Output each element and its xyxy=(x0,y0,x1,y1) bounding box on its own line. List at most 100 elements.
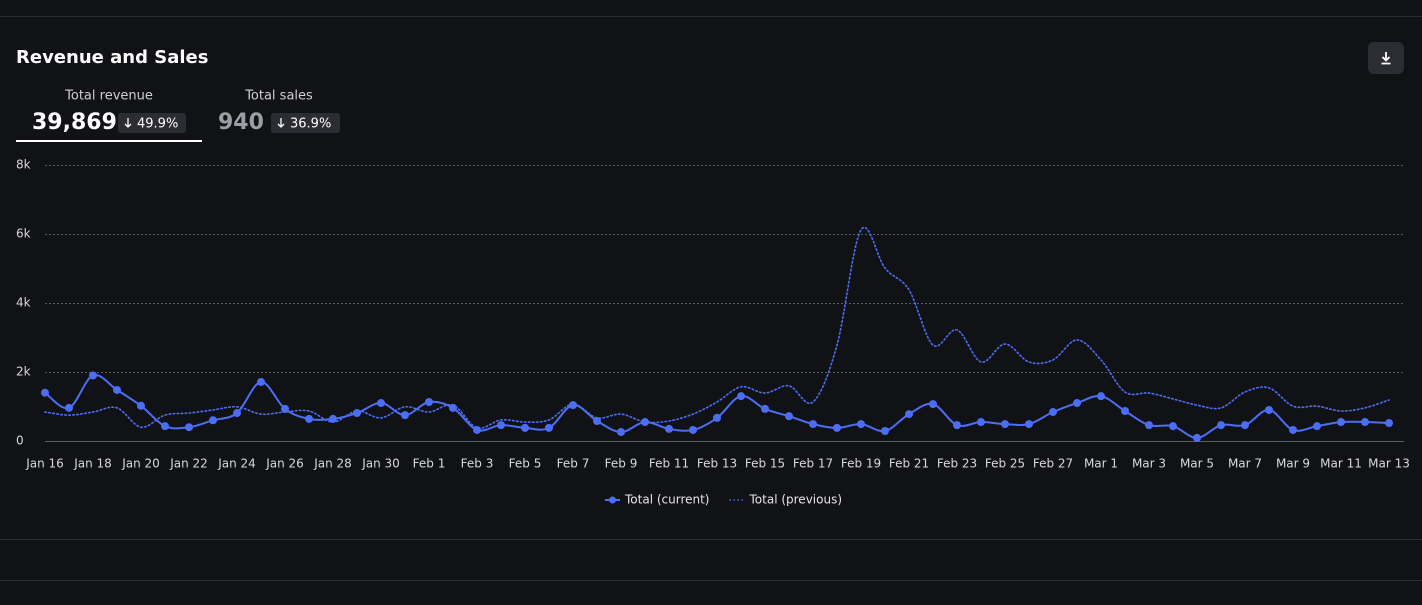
y-tick-label: 0 xyxy=(16,434,24,448)
data-point xyxy=(1073,399,1081,408)
data-point xyxy=(1385,419,1393,428)
x-tick-label: Jan 22 xyxy=(169,457,208,471)
x-tick-label: Feb 13 xyxy=(697,457,737,471)
data-point xyxy=(929,400,937,409)
metric-value: 940 xyxy=(218,110,264,135)
x-tick-label: Jan 24 xyxy=(217,457,256,471)
x-tick-label: Jan 28 xyxy=(313,457,352,471)
panel-title: Revenue and Sales xyxy=(16,47,208,68)
data-point xyxy=(497,421,505,430)
data-point xyxy=(569,401,577,410)
x-tick-label: Feb 15 xyxy=(745,457,785,471)
y-tick-label: 2k xyxy=(16,365,31,379)
x-tick-label: Jan 30 xyxy=(361,457,400,471)
x-tick-label: Mar 5 xyxy=(1180,457,1214,471)
data-point xyxy=(1313,422,1321,431)
metric-tab[interactable]: Total sales 940 36.9% xyxy=(218,89,340,136)
data-point xyxy=(353,409,361,418)
data-point xyxy=(89,371,97,380)
data-point xyxy=(617,428,625,437)
data-point xyxy=(1097,392,1105,401)
metric-value: 39,869 xyxy=(32,110,117,135)
data-point xyxy=(1265,405,1273,414)
x-tick-label: Feb 27 xyxy=(1033,457,1073,471)
data-point xyxy=(401,411,409,420)
metric-tab[interactable]: Total revenue 39,869 49.9% xyxy=(16,89,202,143)
data-point xyxy=(1217,421,1225,430)
x-tick-label: Feb 17 xyxy=(793,457,833,471)
x-tick-label: Jan 20 xyxy=(121,457,160,471)
data-point xyxy=(1337,418,1345,427)
x-tick-label: Jan 26 xyxy=(265,457,304,471)
data-point xyxy=(761,404,769,413)
data-point xyxy=(857,420,865,429)
data-point xyxy=(185,423,193,432)
data-point xyxy=(137,401,145,410)
legend-swatch xyxy=(609,496,616,504)
data-point xyxy=(377,399,385,408)
legend-label: Total (current) xyxy=(624,493,710,507)
x-tick-label: Feb 23 xyxy=(937,457,977,471)
x-tick-label: Feb 7 xyxy=(557,457,590,471)
data-point xyxy=(905,410,913,419)
data-point xyxy=(593,416,601,425)
data-point xyxy=(1361,418,1369,427)
x-tick-label: Mar 1 xyxy=(1084,457,1118,471)
data-point xyxy=(545,423,553,432)
data-point xyxy=(1121,406,1129,415)
y-tick-label: 6k xyxy=(16,227,31,241)
x-tick-label: Feb 21 xyxy=(889,457,929,471)
y-tick-label: 4k xyxy=(16,296,31,310)
data-point xyxy=(785,412,793,421)
data-point xyxy=(449,403,457,412)
data-point xyxy=(209,416,217,425)
data-point xyxy=(1001,420,1009,429)
legend-label: Total (previous) xyxy=(749,493,843,507)
data-point xyxy=(1241,421,1249,430)
x-tick-label: Feb 5 xyxy=(509,457,542,471)
x-tick-label: Mar 13 xyxy=(1368,457,1410,471)
data-point xyxy=(809,420,817,429)
data-point xyxy=(1145,421,1153,430)
x-tick-label: Feb 1 xyxy=(413,457,446,471)
data-point xyxy=(425,398,433,407)
data-point xyxy=(41,388,49,397)
x-tick-label: Feb 25 xyxy=(985,457,1025,471)
metric-change: 36.9% xyxy=(290,117,331,132)
x-tick-label: Feb 11 xyxy=(649,457,689,471)
data-point xyxy=(1193,433,1201,442)
data-point xyxy=(977,418,985,427)
data-point xyxy=(833,423,841,432)
data-point xyxy=(1025,420,1033,429)
data-point xyxy=(113,385,121,394)
data-point xyxy=(329,414,337,423)
metric-label: Total sales xyxy=(244,89,313,104)
data-point xyxy=(65,403,73,412)
metric-label: Total revenue xyxy=(64,89,153,104)
data-point xyxy=(953,421,961,430)
x-tick-label: Mar 7 xyxy=(1228,457,1262,471)
data-point xyxy=(737,392,745,401)
data-point xyxy=(281,404,289,413)
x-tick-label: Feb 19 xyxy=(841,457,881,471)
x-tick-label: Feb 3 xyxy=(461,457,494,471)
metric-change: 49.9% xyxy=(137,117,178,132)
data-point xyxy=(641,418,649,427)
x-tick-label: Jan 18 xyxy=(73,457,112,471)
download-button[interactable] xyxy=(1368,42,1404,74)
data-point xyxy=(689,425,697,434)
data-point xyxy=(713,413,721,422)
data-point xyxy=(305,414,313,423)
x-tick-label: Mar 11 xyxy=(1320,457,1362,471)
data-point xyxy=(257,378,265,387)
current-line xyxy=(44,374,1390,439)
data-point xyxy=(521,423,529,432)
data-point xyxy=(881,426,889,435)
data-point xyxy=(473,425,481,434)
x-tick-label: Mar 9 xyxy=(1276,457,1310,471)
y-tick-label: 8k xyxy=(16,158,31,172)
data-point xyxy=(1289,425,1297,434)
data-point xyxy=(233,409,241,418)
data-point xyxy=(1169,422,1177,431)
